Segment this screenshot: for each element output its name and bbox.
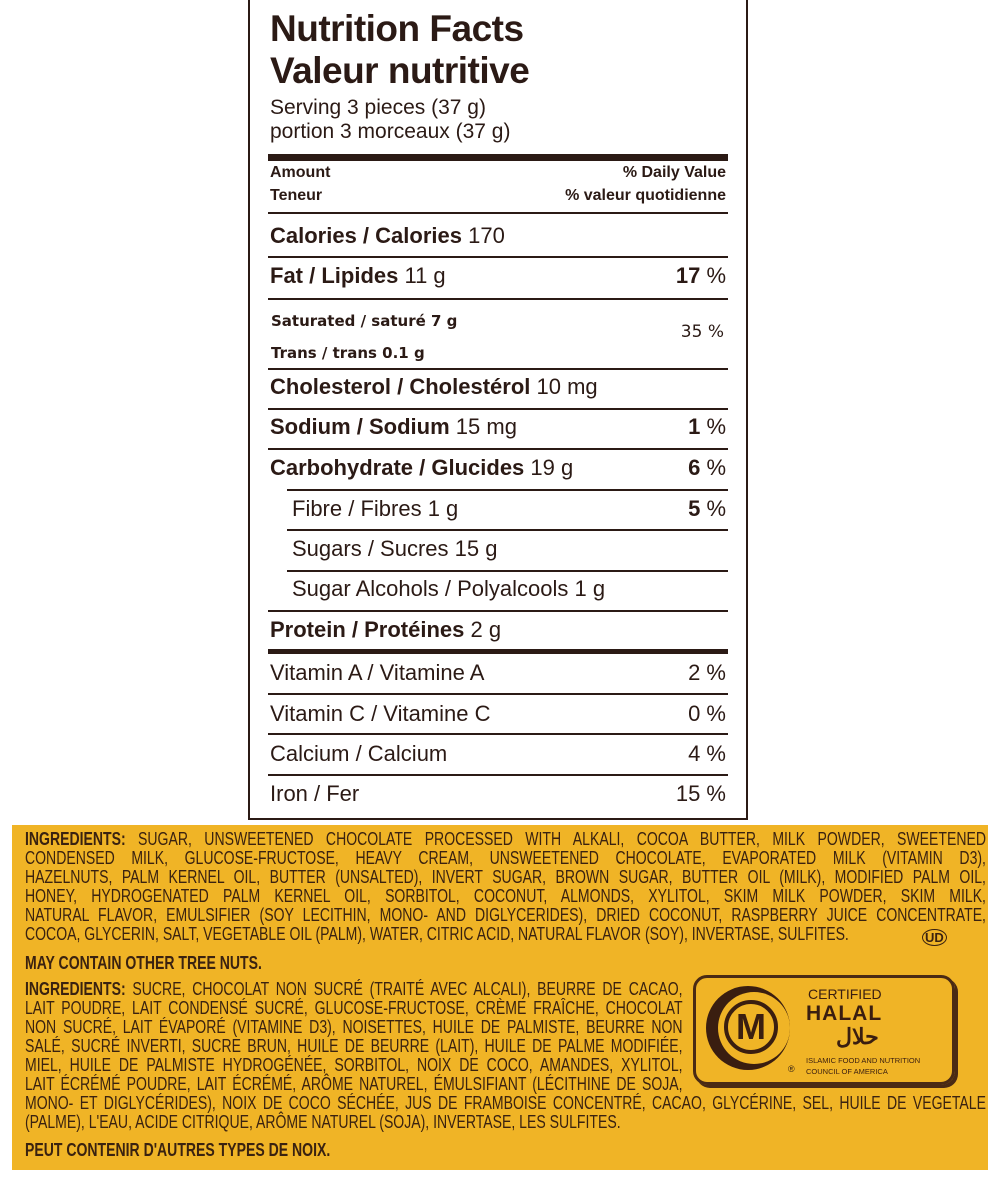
divider: [287, 570, 728, 572]
row-calories: Calories / Calories 170: [270, 223, 505, 248]
title-fr: Valeur nutritive: [270, 50, 530, 91]
divider: [268, 693, 728, 695]
ingredients-line: NON SUCRÉ, LAIT ÉVAPORÉ (VITAMINE D3), N…: [25, 1017, 683, 1037]
dv-en: % Daily Value: [622, 164, 726, 181]
allergen-en: MAY CONTAIN OTHER TREE NUTS.: [25, 953, 262, 973]
ingredients-line: MONO- ET DIGLYCÉRIDES), NOIX DE COCO SÉC…: [25, 1093, 986, 1113]
ingredients-line: NATURAL FLAVOR, EMULSIFIER (SOY LECITHIN…: [25, 905, 986, 925]
row-calcium: Calcium / Calcium 4 %: [270, 741, 726, 766]
ingredients-line: CONDENSED MILK, GLUCOSE-FRUCTOSE, HEAVY …: [25, 848, 986, 868]
allergen-fr: PEUT CONTENIR D'AUTRES TYPES DE NOIX.: [25, 1140, 331, 1160]
saturated-dv: 35 %: [680, 322, 724, 342]
serving-en: Serving 3 pieces (37 g): [270, 96, 486, 119]
row-sugar-alcohols: Sugar Alcohols / Polyalcools 1 g: [292, 576, 606, 601]
ingredients-line: LAIT POUDRE, LAIT CONDENSÉ SUCRÉ, GLUCOS…: [25, 998, 683, 1018]
divider: [268, 610, 728, 612]
thick-divider: [268, 154, 728, 161]
divider: [268, 368, 728, 370]
row-saturated: Saturated / saturé 7 g: [271, 312, 458, 330]
row-cholesterol: Cholesterol / Cholestérol 10 mg: [270, 374, 598, 399]
ingredients-line: INGREDIENTS: SUCRE, CHOCOLAT NON SUCRÉ (…: [25, 979, 683, 999]
row-sodium: Sodium / Sodium 15 mg 1 %: [270, 414, 726, 439]
ingredients-line: INGREDIENTS: SUGAR, UNSWEETENED CHOCOLAT…: [25, 829, 986, 849]
row-trans: Trans / trans 0.1 g: [271, 344, 425, 362]
ingredients-line: HAZELNUTS, PALM KERNEL OIL, BUTTER (UNSA…: [25, 867, 986, 887]
row-iron: Iron / Fer 15 %: [270, 781, 726, 806]
thick-divider: [268, 649, 728, 654]
row-protein: Protein / Protéines 2 g: [270, 617, 502, 642]
divider: [268, 774, 728, 776]
halal-certification-logo: M ® CERTIFIED HALAL حلال ISLAMIC FOOD AN…: [693, 975, 955, 1085]
ingredients-line: SALÉ, SUCRÉ INVERTI, SUCRE BRUN, HUILE D…: [25, 1036, 683, 1056]
row-sugars: Sugars / Sucres 15 g: [292, 536, 498, 561]
amount-en: Amount: [270, 164, 331, 181]
serving-fr: portion 3 morceaux (37 g): [270, 120, 511, 143]
divider: [268, 256, 728, 258]
kosher-mark: UD: [922, 929, 947, 946]
row-fat: Fat / Lipides 11 g 17 %: [270, 263, 726, 288]
divider: [268, 408, 728, 410]
nutrition-facts-panel: [248, 0, 748, 820]
crescent-icon: M: [706, 986, 790, 1070]
title-en: Nutrition Facts: [270, 8, 524, 49]
ingredients-line: MIEL, HUILE DE PALMISTE HYDROGÉNÉE, SORB…: [25, 1055, 683, 1075]
divider: [268, 733, 728, 735]
divider: [268, 298, 728, 300]
dv-fr: % valeur quotidienne: [565, 187, 726, 204]
divider: [268, 212, 728, 214]
ingredients-line: (PALME), L'EAU, ACIDE CITRIQUE, ARÔME NA…: [25, 1112, 621, 1132]
ingredients-line: HONEY, HYDROGENATED PALM KERNEL OIL, SOR…: [25, 886, 986, 906]
ingredients-band: [12, 825, 988, 1170]
ingredients-line: LAIT ÉCRÉMÉ POUDRE, LAIT ÉCRÉMÉ, ARÔME N…: [25, 1074, 683, 1094]
divider: [287, 489, 728, 491]
divider: [287, 529, 728, 531]
divider: [268, 448, 728, 450]
ingredients-line: COCOA, GLYCERIN, SALT, VEGETABLE OIL (PA…: [25, 924, 849, 944]
amount-fr: Teneur: [270, 187, 323, 204]
